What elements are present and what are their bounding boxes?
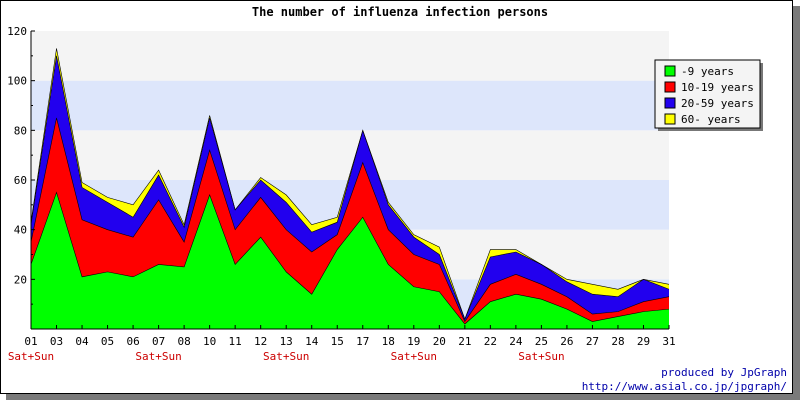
x-tick-label: 03 (50, 335, 63, 348)
x-tick-label: 12 (254, 335, 267, 348)
series-area-3 (31, 55, 669, 322)
frame-shadow-right (793, 6, 800, 400)
plot-band (31, 80, 669, 131)
plot-band (31, 130, 669, 180)
y-tick-label: 40 (14, 224, 27, 237)
y-tick-label: 60 (14, 174, 27, 187)
series-area-4 (31, 48, 669, 320)
chart-title: The number of influenza infection person… (252, 5, 548, 19)
legend-swatch (664, 65, 676, 77)
x-tick-label: 15 (331, 335, 344, 348)
legend-swatch (664, 81, 676, 93)
credit-line-2: http://www.asial.co.jp/jpgraph/ (582, 380, 787, 393)
frame-shadow-bottom (6, 394, 800, 400)
x-tick-label: 19 (407, 335, 420, 348)
legend-swatch (664, 113, 676, 125)
x-tick-label: 01 (24, 335, 37, 348)
y-tick-label: 80 (14, 124, 27, 137)
legend-label: 60- years (681, 113, 741, 126)
weekend-label: Sat+Sun (135, 350, 181, 363)
weekend-label: Sat+Sun (263, 350, 309, 363)
x-tick-label: 22 (484, 335, 497, 348)
credit-line-1: produced by JpGraph (661, 366, 787, 379)
weekend-label: Sat+Sun (518, 350, 564, 363)
x-tick-label: 13 (280, 335, 293, 348)
series-areas (30, 48, 670, 329)
x-tick-label: 14 (305, 335, 319, 348)
axes: 20 40 60 80 100 120 01 Sat+Sun 03 04 05 06 07 Sat+Sun… (7, 25, 676, 363)
weekend-label: Sat+Sun (391, 350, 437, 363)
x-tick-label: 04 (75, 335, 89, 348)
series-area-2 (31, 117, 669, 325)
weekend-label: Sat+Sun (8, 350, 54, 363)
legend-label: 20-59 years (681, 97, 754, 110)
y-tick-label: 120 (7, 25, 27, 38)
x-tick-label: 07 (152, 335, 165, 348)
x-tick-label: 29 (637, 335, 650, 348)
x-tick-label: 17 (356, 335, 369, 348)
x-tick-label: 27 (586, 335, 599, 348)
x-tick-label: 31 (662, 335, 675, 348)
y-tick-label: 100 (7, 75, 27, 88)
plot-band (31, 31, 669, 81)
y-tick-label: 20 (14, 273, 27, 286)
series-area-1 (31, 192, 669, 329)
series-outline-3 (30, 55, 670, 320)
series-outline-4 (30, 48, 670, 320)
series-outline-2 (30, 117, 670, 323)
x-tick-label: 25 (535, 335, 548, 348)
x-tick-label: 24 (509, 335, 523, 348)
legend-label: 10-19 years (681, 81, 754, 94)
x-tick-label: 05 (101, 335, 114, 348)
x-tick-label: 08 (177, 335, 190, 348)
x-tick-label: 11 (229, 335, 242, 348)
x-tick-label: 26 (560, 335, 573, 348)
legend: -9 years 10-19 years 20-59 years 60- years (654, 59, 763, 131)
x-tick-label: 21 (458, 335, 471, 348)
x-tick-label: 06 (126, 335, 139, 348)
legend-swatch (664, 97, 676, 109)
legend-label: -9 years (681, 65, 734, 78)
x-tick-label: 18 (382, 335, 395, 348)
series-outline-1 (30, 191, 670, 325)
x-tick-label: 10 (203, 335, 216, 348)
x-tick-label: 28 (611, 335, 624, 348)
x-tick-label: 20 (433, 335, 446, 348)
